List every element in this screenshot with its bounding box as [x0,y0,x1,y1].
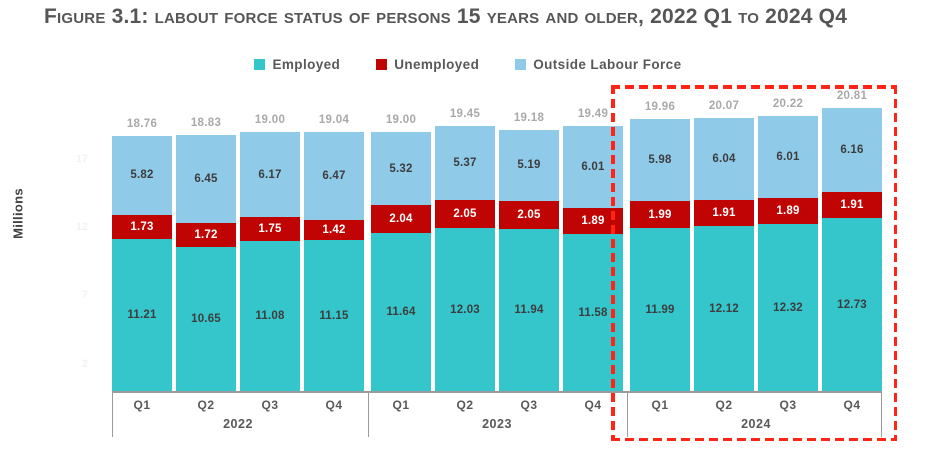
bar-2022-q2-employed-segment: 10.65 [176,246,236,392]
figure-title: Figure 3.1: labout force status of perso… [44,5,848,28]
bar-total-label: 19.00 [385,114,417,127]
bar-total-label: 19.96 [644,101,676,114]
bar-2023-q4-outside-labour-force-segment: 6.01 [563,125,623,208]
x-axis-quarter-label: Q1 [392,398,410,412]
bar-2022-q1-unemployed-segment: 1.73 [112,215,172,239]
bar-2024-q4-unemployed-segment: 1.91 [822,192,882,219]
bar-total-label: 18.76 [126,117,158,130]
bar-2024-q3-employed-segment: 12.32 [758,223,818,392]
bar-2023-q4-employed-segment: 11.58 [563,233,623,392]
x-axis-quarter-label: Q4 [843,398,861,412]
bar-2024-q3-outside-labour-force-segment: 6.01 [758,115,818,198]
x-axis-quarter-label: Q3 [779,398,797,412]
legend-swatch-unemployed [376,59,388,70]
x-axis-year-label: 2023 [482,417,512,431]
x-axis-quarter-label: Q1 [133,398,151,412]
legend-swatch-employed [254,59,266,70]
x-axis-divider [881,392,883,437]
bar-2023-q1-unemployed-segment: 2.04 [371,205,431,233]
bar-2024-q4-employed-segment: 12.73 [822,218,882,392]
legend-label: Outside Labour Force [533,57,682,72]
bar-2022-q2-unemployed-segment: 1.72 [176,223,236,247]
bar-2022-q3-unemployed-segment: 1.75 [240,216,300,241]
bar-2024-q2-employed-segment: 12.12 [694,226,754,392]
x-axis-quarter-label: Q2 [715,398,733,412]
bar-total-label: 19.18 [513,112,545,124]
bar-2022-q3-outside-labour-force-segment: 6.17 [240,132,300,217]
y-axis-tick-2: 2 [81,357,88,370]
x-axis-divider [111,392,113,437]
x-axis-divider [626,392,628,437]
bar-2023-q2-outside-labour-force-segment: 5.37 [435,126,495,200]
bar-2023-q3-outside-labour-force-segment: 5.19 [499,130,559,201]
legend-swatch-outside-labour-force [515,59,527,70]
x-axis-quarter-label: Q1 [651,398,669,412]
bar-2024-q1-unemployed-segment: 1.99 [630,201,690,229]
bar-2024-q1-employed-segment: 11.99 [630,228,690,392]
bar-2023-q3-unemployed-segment: 2.05 [499,200,559,229]
chart-legend: Employed Unemployed Outside Labour Force [0,57,936,72]
bar-2022-q4-outside-labour-force-segment: 6.47 [304,131,364,221]
bar-2022-q4-employed-segment: 11.15 [304,239,364,392]
y-axis-tick-12: 12 [75,221,88,234]
x-axis-baseline [112,391,882,393]
legend-item-unemployed: Unemployed [376,57,479,72]
bar-2022-q3-employed-segment: 11.08 [240,240,300,392]
bar-2023-q1-outside-labour-force-segment: 5.32 [371,132,431,206]
x-axis-quarter-label: Q2 [456,398,474,412]
bar-total-label: 19.45 [449,108,481,121]
bar-2023-q1-employed-segment: 11.64 [371,232,431,392]
bar-2023-q3-employed-segment: 11.94 [499,228,559,392]
y-axis-tick-7: 7 [81,289,88,302]
x-axis-divider [367,392,369,437]
y-axis-tick-17: 17 [75,152,88,165]
bar-2024-q2-unemployed-segment: 1.91 [694,200,754,227]
legend-item-outside-labour-force: Outside Labour Force [515,57,681,72]
bar-total-label: 19.04 [318,113,350,126]
bar-2022-q4-unemployed-segment: 1.42 [304,220,364,240]
x-axis-quarter-label: Q3 [520,398,538,412]
x-axis-quarter-label: Q2 [197,398,215,412]
bar-2022-q1-employed-segment: 11.21 [112,238,172,392]
bar-total-label: 20.81 [836,89,868,102]
bar-2024-q2-outside-labour-force-segment: 6.04 [694,117,754,201]
x-axis-quarter-label: Q4 [584,398,602,412]
bar-total-label: 20.22 [772,97,804,110]
bar-2024-q4-outside-labour-force-segment: 6.16 [822,107,882,192]
legend-item-employed: Employed [254,57,340,72]
bar-2022-q1-outside-labour-force-segment: 5.82 [112,135,172,216]
bar-2024-q1-outside-labour-force-segment: 5.98 [630,119,690,202]
bar-2023-q4-unemployed-segment: 1.89 [563,207,623,234]
bar-total-label: 18.83 [190,116,222,129]
bar-2023-q2-unemployed-segment: 2.05 [435,199,495,228]
x-axis-year-label: 2024 [741,417,771,431]
bar-total-label: 19.49 [577,107,609,120]
bar-total-label: 19.00 [254,114,286,127]
x-axis-quarter-label: Q4 [325,398,343,412]
bar-2024-q3-unemployed-segment: 1.89 [758,197,818,224]
bar-2023-q2-employed-segment: 12.03 [435,227,495,392]
x-axis-quarter-label: Q3 [261,398,279,412]
legend-label: Employed [272,57,341,72]
bar-total-label: 20.07 [708,99,740,112]
x-axis-year-label: 2022 [223,417,253,431]
bar-2022-q2-outside-labour-force-segment: 6.45 [176,134,236,223]
legend-label: Unemployed [394,57,480,72]
